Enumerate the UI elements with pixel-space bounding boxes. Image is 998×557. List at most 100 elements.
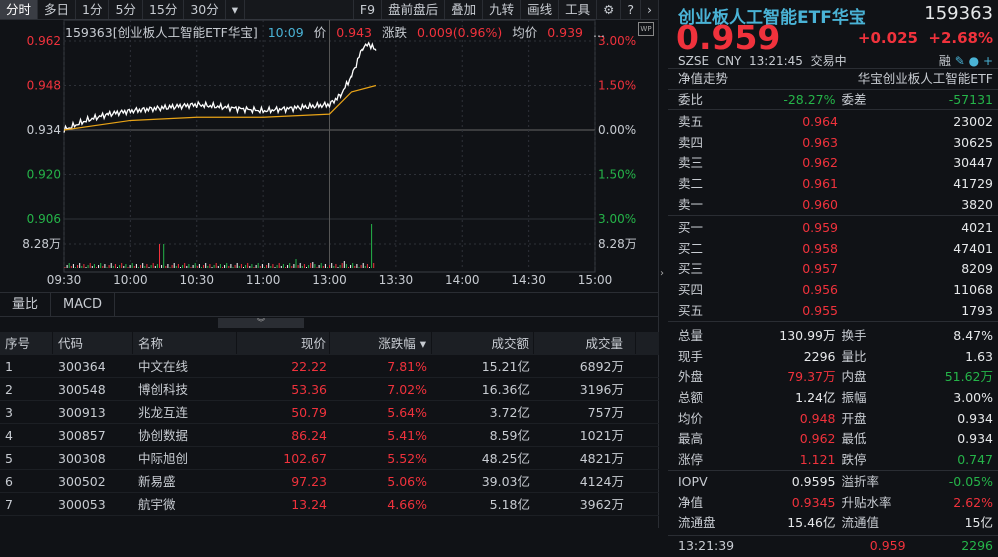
period-more-dropdown[interactable]: ▾: [226, 0, 246, 19]
stat-value: 15.46亿: [787, 515, 836, 531]
chevron-right-icon[interactable]: ›: [647, 2, 652, 17]
tab-multiday[interactable]: 多日: [38, 0, 77, 19]
alert-bell-icon[interactable]: ●: [968, 54, 980, 68]
gear-icon[interactable]: ⚙: [597, 0, 622, 19]
tab-30min[interactable]: 30分: [184, 0, 226, 19]
turnover: 15.21亿: [481, 359, 530, 374]
level-price: 0.964: [802, 114, 838, 130]
pre-post-market-button[interactable]: 盘前盘后: [382, 0, 446, 19]
price-line: [63, 41, 377, 133]
y-pct-tick-label: 1.50%: [598, 79, 636, 93]
table-row[interactable]: 1 300364 中文在线 22.22 7.81% 15.21亿 6892万: [0, 355, 659, 378]
chevron-down-icon[interactable]: ︾: [218, 318, 304, 328]
tab-intraday[interactable]: 分时: [0, 0, 39, 19]
tick-volume: 2296: [961, 538, 993, 554]
level-label: 买二: [678, 240, 704, 256]
column-header[interactable]: 代码: [53, 332, 133, 354]
add-icon[interactable]: +: [982, 54, 993, 68]
ask-level[interactable]: 卖四 0.963 30625: [668, 133, 998, 154]
tab-5min[interactable]: 5分: [109, 0, 143, 19]
x-tick-label: 13:00: [312, 273, 347, 287]
td-sequential-button[interactable]: 九转: [483, 0, 522, 19]
stock-table: 序号 代码 名称 现价 涨跌幅 ▾ 成交额 成交量 1 300364 中文在线 22.22 7.81…: [0, 332, 659, 516]
stat-label: 均价: [678, 410, 704, 426]
pct-change: 4.66%: [387, 497, 427, 512]
ask-level[interactable]: 卖二 0.961 41729: [668, 174, 998, 195]
stock-name: 新易盛: [138, 474, 176, 489]
expand-panel-icon[interactable]: ›: [660, 268, 664, 279]
table-row[interactable]: 5 300308 中际旭创 102.67 5.52% 48.25亿 4821万: [0, 447, 659, 470]
intraday-chart[interactable]: 0.962 3.00% 0.948 1.50% 0.934 0.00% 0.920 1.50%…: [0, 0, 659, 292]
tab-15min[interactable]: 15分: [143, 0, 185, 19]
chart-toolbar: 分时 多日 1分 5分 15分 30分 ▾ F9 盘前盘后 叠加 九转 画线 工…: [0, 0, 658, 20]
stat-label: 总额: [678, 389, 704, 405]
column-header[interactable]: 现价: [237, 332, 330, 354]
edit-icon[interactable]: ✎: [954, 54, 965, 68]
column-header[interactable]: 涨跌幅 ▾: [330, 332, 432, 354]
y-tick-label: 0.962: [27, 34, 61, 48]
tab-macd[interactable]: MACD: [51, 293, 115, 316]
y-pct-tick-label: 0.00%: [598, 123, 636, 137]
column-header[interactable]: 成交额: [432, 332, 534, 354]
overlay-button[interactable]: 叠加: [445, 0, 484, 19]
table-row[interactable]: 3 300913 兆龙互连 50.79 5.64% 3.72亿 757万: [0, 401, 659, 424]
fund-full-name: 华宝创业板人工智能ETF: [857, 71, 993, 86]
indicator-tabs: 量比 MACD: [0, 292, 659, 317]
bid-level[interactable]: 买五 0.955 1793: [668, 301, 998, 322]
stat-label: 最低: [841, 431, 867, 447]
more-icon[interactable]: ...: [593, 25, 605, 40]
f9-button[interactable]: F9: [354, 0, 383, 19]
last-price: 50.79: [291, 405, 327, 420]
bid-level[interactable]: 买三 0.957 8209: [668, 259, 998, 280]
trade-status: 交易中: [810, 54, 847, 68]
column-header[interactable]: 名称: [133, 332, 237, 354]
help-icon[interactable]: ?: [621, 0, 641, 19]
stat-label: 流通值: [841, 515, 880, 531]
table-row[interactable]: 4 300857 协创数据 86.24 5.41% 8.59亿 1021万: [0, 424, 659, 447]
stock-code: 300308: [58, 451, 106, 466]
nav-trend-row[interactable]: 净值走势 华宝创业板人工智能ETF: [668, 68, 998, 89]
tab-1min[interactable]: 1分: [76, 0, 110, 19]
nav-trend-link[interactable]: 净值走势: [678, 71, 729, 86]
stock-name: 中际旭创: [138, 451, 189, 466]
price-change: +0.025: [857, 29, 918, 47]
ask-level[interactable]: 卖一 0.960 3820: [668, 195, 998, 216]
level-label: 买四: [678, 281, 704, 297]
stat-value: 1.63: [965, 348, 993, 364]
tools-button[interactable]: 工具: [559, 0, 598, 19]
ask-level[interactable]: 卖五 0.964 23002: [668, 112, 998, 133]
table-row[interactable]: 2 300548 博创科技 53.36 7.02% 16.36亿 3196万: [0, 378, 659, 401]
stat-label: 开盘: [841, 410, 867, 426]
column-header[interactable]: 成交量: [534, 332, 636, 354]
level-volume: 47401: [953, 240, 993, 256]
security-name: 创业板人工智能ETF华宝: [678, 8, 866, 28]
volume: 3196万: [579, 382, 624, 397]
level-label: 卖五: [678, 114, 704, 130]
last-price: 86.24: [291, 428, 327, 443]
bid-level[interactable]: 买四 0.956 11068: [668, 280, 998, 301]
table-row[interactable]: 7 300053 航宇微 13.24 4.66% 5.18亿 3962万: [0, 493, 659, 516]
bid-level[interactable]: 买二 0.958 47401: [668, 239, 998, 260]
stat-value: 2.62%: [953, 494, 993, 510]
margin-badge: 融: [938, 54, 951, 68]
pct-change: 5.06%: [387, 474, 427, 489]
wp-icon[interactable]: WP: [638, 22, 654, 36]
security-code: 159363: [924, 3, 993, 24]
level-label: 买五: [678, 302, 704, 318]
stat-label: 外盘: [678, 369, 704, 385]
table-row[interactable]: 6 300502 新易盛 97.23 5.06% 39.03亿 4124万: [0, 470, 659, 493]
x-tick-label: 15:00: [578, 273, 613, 287]
stock-name: 博创科技: [138, 382, 189, 397]
column-header[interactable]: 序号: [0, 332, 53, 354]
stat-value: 0.934: [957, 410, 993, 426]
bid-level[interactable]: 买一 0.959 4021: [668, 218, 998, 239]
stock-name: 中文在线: [138, 359, 189, 374]
change-label: 涨跌: [381, 25, 407, 40]
ask-level[interactable]: 卖三 0.962 30447: [668, 153, 998, 174]
turnover: 3.72亿: [489, 405, 530, 420]
tab-volume-ratio[interactable]: 量比: [0, 293, 52, 316]
y-pct-tick-label: 3.00%: [598, 34, 636, 48]
stat-label: 振幅: [841, 389, 867, 405]
draw-line-button[interactable]: 画线: [521, 0, 560, 19]
stock-code: 300857: [58, 428, 106, 443]
